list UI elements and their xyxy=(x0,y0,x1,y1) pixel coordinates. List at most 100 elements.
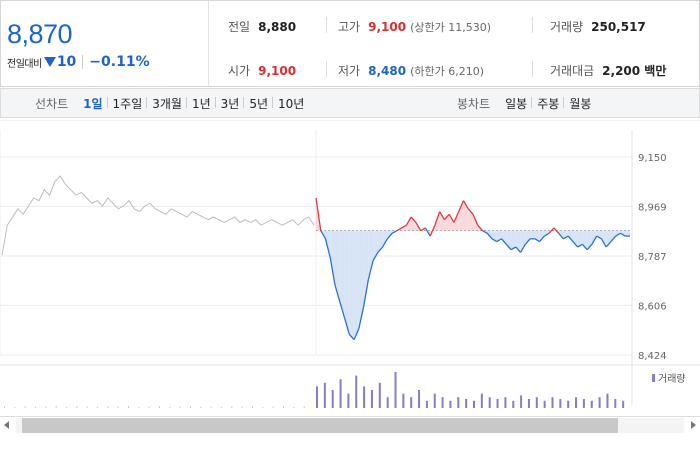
today-line-segment xyxy=(458,200,465,212)
area-above-ref xyxy=(463,200,469,231)
volume-bar xyxy=(410,397,413,408)
period-10y[interactable]: 10년 xyxy=(272,95,309,112)
area-below-ref xyxy=(606,230,611,247)
today-line-segment xyxy=(353,328,360,340)
stat-value: 9,100 xyxy=(368,20,407,34)
area-above-ref xyxy=(439,211,445,231)
volume-bar xyxy=(303,406,305,408)
stat-value: 2,200 백만 xyxy=(602,64,667,78)
period-3y[interactable]: 3년 xyxy=(214,95,245,112)
today-line-segment xyxy=(586,243,593,251)
volume-bar xyxy=(190,406,191,408)
stat-trade-amount: 거래대금 2,200 백만 xyxy=(550,62,666,79)
period-5y[interactable]: 5년 xyxy=(243,95,273,112)
period-1y[interactable]: 1년 xyxy=(185,95,216,112)
volume-bar xyxy=(598,397,601,408)
stat-label: 시가 xyxy=(228,64,251,78)
volume-bar xyxy=(169,406,171,408)
candle-chart-title: 봉차트 xyxy=(457,96,491,111)
candle-weekly[interactable]: 주봉 xyxy=(531,95,564,112)
volume-bar xyxy=(331,390,334,408)
today-line-segment xyxy=(501,238,507,245)
volume-bar xyxy=(293,406,295,408)
volume-bar xyxy=(252,405,253,408)
scroll-thumb[interactable] xyxy=(22,418,618,433)
area-below-ref xyxy=(601,230,607,247)
area-below-ref xyxy=(377,230,383,253)
today-line-segment xyxy=(372,252,379,261)
volume-bar xyxy=(449,400,452,408)
volume-bar xyxy=(535,397,538,408)
volume-bar xyxy=(97,406,98,408)
volume-bar xyxy=(86,406,88,408)
volume-bar xyxy=(117,406,119,408)
today-line-segment xyxy=(448,213,455,223)
volume-bar xyxy=(283,406,284,408)
candle-monthly[interactable]: 월봉 xyxy=(563,95,596,112)
period-toolbar: 선차트 1일 1주일 3개월 1년 3년 5년 10년 봉차트 일봉 주봉 월봉 xyxy=(0,88,700,118)
period-1d[interactable]: 1일 xyxy=(83,96,103,111)
today-line-segment xyxy=(553,227,560,234)
change-divider xyxy=(82,55,84,69)
volume-bar xyxy=(241,406,243,408)
change-row: 전일대비 10 −0.11% xyxy=(7,54,150,70)
volume-bar xyxy=(262,406,264,408)
stat-label: 고가 xyxy=(338,20,361,34)
quote-panel: 8,870 전일대비 10 −0.11% 전일 8,880 고가 9,100 (… xyxy=(0,0,700,87)
today-line-segment xyxy=(339,301,346,319)
volume-bar xyxy=(35,406,36,408)
today-line-segment xyxy=(420,227,426,232)
today-line-segment xyxy=(515,246,522,253)
period-1w[interactable]: 1주일 xyxy=(106,95,148,112)
today-line-segment xyxy=(382,238,388,248)
area-below-ref xyxy=(591,230,597,245)
volume-bar xyxy=(527,399,530,408)
today-line-segment xyxy=(424,227,431,237)
down-arrow-icon xyxy=(43,57,56,67)
today-line-segment xyxy=(577,243,583,248)
stat-label: 거래량 xyxy=(550,20,584,34)
today-line-segment xyxy=(477,224,484,232)
volume-bar xyxy=(138,406,140,408)
area-below-ref xyxy=(368,230,374,280)
candle-daily[interactable]: 일봉 xyxy=(505,96,528,111)
divider xyxy=(532,61,533,77)
today-line-segment xyxy=(534,238,540,243)
today-line-segment xyxy=(320,230,327,240)
today-line-segment xyxy=(415,222,422,231)
today-line-segment xyxy=(334,285,341,302)
today-line-segment xyxy=(591,235,598,245)
area-below-ref xyxy=(577,230,583,247)
today-line-segment xyxy=(510,246,517,251)
today-line-segment xyxy=(548,227,555,234)
area-below-ref xyxy=(530,230,535,239)
today-line-segment xyxy=(491,238,498,243)
y-tick-label: 8,606 xyxy=(638,301,667,312)
stat-label: 거래대금 xyxy=(550,64,595,78)
volume-bar xyxy=(543,400,546,408)
area-below-ref xyxy=(520,230,526,253)
y-tick-label: 9,150 xyxy=(638,153,667,164)
volume-bar xyxy=(512,400,515,408)
area-below-ref xyxy=(335,230,340,302)
change-label: 전일대비 xyxy=(7,58,42,70)
today-line-segment xyxy=(496,238,502,243)
volume-bar xyxy=(231,406,233,408)
volume-bar xyxy=(606,393,609,408)
stat-value: 8,880 xyxy=(258,20,297,34)
today-line-segment xyxy=(505,243,512,251)
today-line-segment xyxy=(410,216,417,223)
volume-bar xyxy=(582,399,585,408)
volume-bar xyxy=(14,406,16,408)
chart-scrollbar[interactable] xyxy=(0,416,700,434)
today-line-segment xyxy=(443,213,450,221)
divider xyxy=(326,61,327,77)
stat-note: (상한가 11,530) xyxy=(410,21,491,34)
area-above-ref xyxy=(468,208,473,231)
volume-bar xyxy=(179,406,181,408)
scroll-left-icon[interactable] xyxy=(4,421,9,429)
area-below-ref xyxy=(330,230,336,286)
scroll-right-icon[interactable] xyxy=(691,421,696,429)
volume-bar xyxy=(465,399,468,408)
period-3m[interactable]: 3개월 xyxy=(146,95,187,112)
